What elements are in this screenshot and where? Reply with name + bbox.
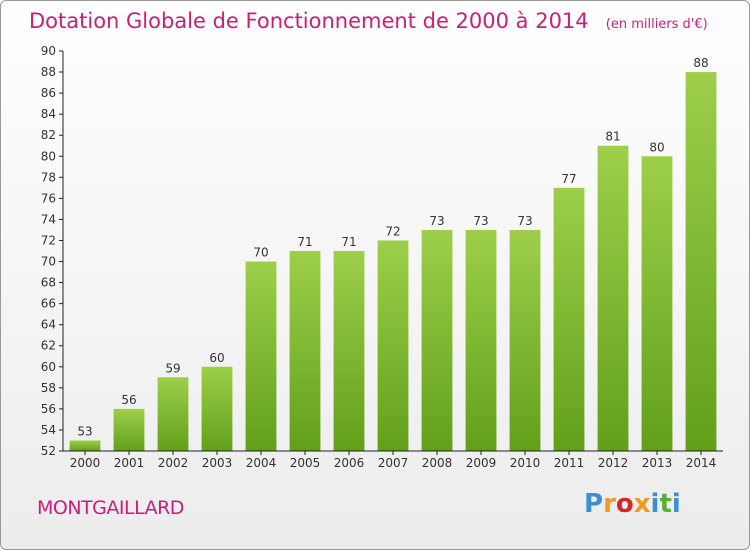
logo-letter: x <box>633 489 651 519</box>
y-tick-label: 54 <box>41 423 56 437</box>
bar-value-label: 71 <box>341 235 356 249</box>
y-tick-label: 78 <box>41 170 56 184</box>
y-tick-label: 80 <box>41 149 56 163</box>
bar-value-label: 72 <box>385 224 400 238</box>
proxiti-logo: Proxiti <box>584 489 681 519</box>
y-tick-label: 88 <box>41 65 56 79</box>
y-tick-label: 52 <box>41 444 56 458</box>
y-axis: 52 54 56 58 60 62 64 66 68 70 72 74 76 78 80 82 84 86 88 90 <box>41 44 64 458</box>
x-tick-label: 2011 <box>554 456 585 470</box>
y-tick-label: 74 <box>41 212 56 226</box>
bar-value-label: 56 <box>121 393 136 407</box>
logo-letter: i <box>671 489 681 519</box>
bar <box>201 366 233 451</box>
x-tick-label: 2014 <box>686 456 717 470</box>
bar-value-label: 80 <box>649 140 664 154</box>
x-tick-label: 2006 <box>334 456 365 470</box>
chart-subtitle: (en milliers d'€) <box>605 17 708 32</box>
x-tick-label: 2013 <box>642 456 673 470</box>
bar <box>465 229 497 451</box>
x-tick-label: 2010 <box>510 456 541 470</box>
y-tick-label: 58 <box>41 381 56 395</box>
bar <box>157 377 189 451</box>
x-tick-label: 2000 <box>70 456 101 470</box>
logo-letter: i <box>650 489 660 519</box>
x-tick-label: 2012 <box>598 456 629 470</box>
bar-value-label: 81 <box>605 130 620 144</box>
x-tick-label: 2005 <box>290 456 321 470</box>
y-tick-label: 56 <box>41 402 56 416</box>
y-tick-label: 68 <box>41 276 56 290</box>
logo-letter: o <box>615 489 634 519</box>
bar <box>553 187 585 451</box>
y-tick-label: 76 <box>41 191 56 205</box>
chart-title: Dotation Globale de Fonctionnement de 20… <box>29 9 589 33</box>
x-tick-label: 2008 <box>422 456 453 470</box>
x-tick-label: 2001 <box>114 456 145 470</box>
x-tick-label: 2002 <box>158 456 189 470</box>
x-tick-label: 2004 <box>246 456 277 470</box>
bar-value-label: 70 <box>253 246 268 260</box>
bar <box>113 408 145 451</box>
bar-value-label: 71 <box>297 235 312 249</box>
y-tick-label: 82 <box>41 128 56 142</box>
bar <box>641 156 673 451</box>
bar-value-label: 53 <box>77 424 92 438</box>
bar-value-label: 73 <box>473 214 488 228</box>
bar-value-label: 59 <box>165 361 180 375</box>
bar <box>245 261 277 451</box>
bar <box>377 240 409 451</box>
bar <box>421 229 453 451</box>
bar-value-label: 60 <box>209 351 224 365</box>
bar <box>69 440 101 451</box>
bar-value-label: 73 <box>517 214 532 228</box>
y-tick-label: 70 <box>41 255 56 269</box>
y-tick-label: 90 <box>41 44 56 58</box>
y-tick-label: 84 <box>41 107 56 121</box>
x-tick-label: 2009 <box>466 456 497 470</box>
y-tick-label: 60 <box>41 360 56 374</box>
bars: 53 56 59 60 70 71 71 72 73 73 73 77 81 80 88 <box>69 56 717 451</box>
y-tick-label: 66 <box>41 297 56 311</box>
bar-value-label: 88 <box>693 56 708 70</box>
bar-value-label: 77 <box>561 172 576 186</box>
bar <box>289 251 321 451</box>
bar <box>509 229 541 451</box>
y-tick-label: 86 <box>41 86 56 100</box>
y-tick-label: 64 <box>41 318 56 332</box>
x-axis: 2000 2001 2002 2003 2004 2005 2006 2007 2008 2009… <box>63 450 723 470</box>
commune-name: MONTGAILLARD <box>37 497 184 519</box>
logo-letter: r <box>603 489 616 519</box>
x-tick-label: 2003 <box>202 456 233 470</box>
bar-value-label: 73 <box>429 214 444 228</box>
x-tick-label: 2007 <box>378 456 409 470</box>
y-tick-label: 72 <box>41 233 56 247</box>
logo-letter: P <box>584 489 604 519</box>
y-tick-label: 62 <box>41 339 56 353</box>
title-row: Dotation Globale de Fonctionnement de 20… <box>29 9 708 33</box>
bar <box>597 145 629 451</box>
bar <box>685 72 717 451</box>
logo-letter: t <box>659 489 672 519</box>
bar <box>333 251 365 451</box>
